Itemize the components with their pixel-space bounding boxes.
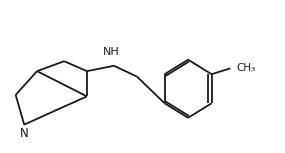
Text: CH₃: CH₃: [236, 63, 255, 73]
Text: NH: NH: [103, 47, 120, 57]
Text: N: N: [20, 127, 28, 140]
